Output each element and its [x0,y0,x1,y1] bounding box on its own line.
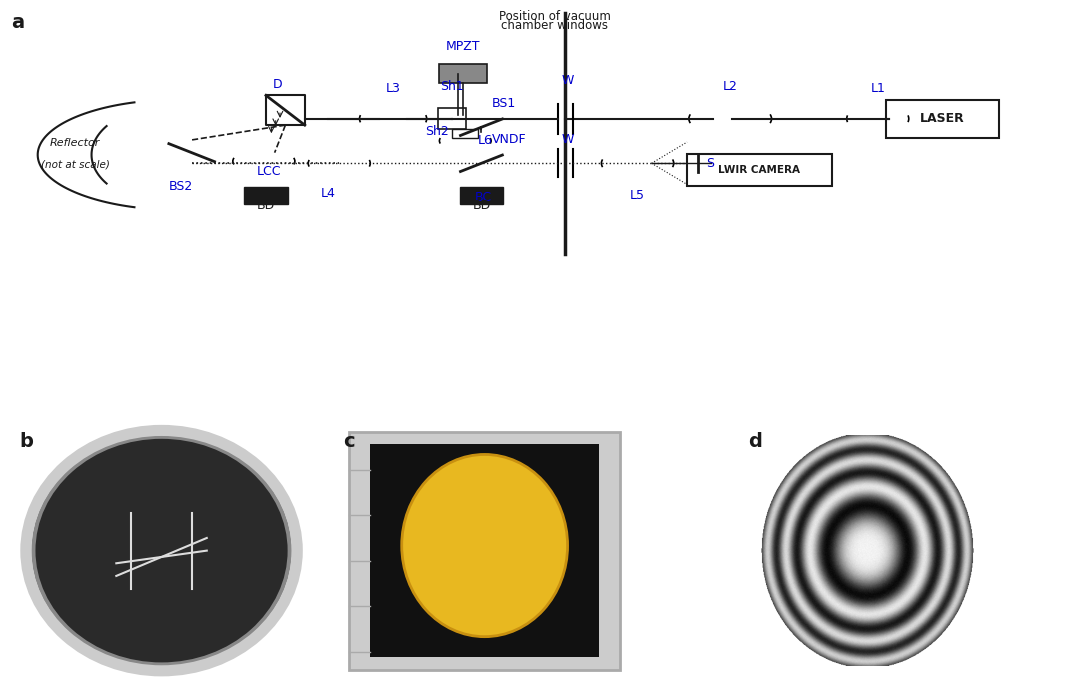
Text: LWIR CAMERA: LWIR CAMERA [718,165,800,174]
Text: D: D [274,78,282,91]
Text: b: b [19,432,33,451]
Bar [885,100,999,138]
Text: L3: L3 [386,82,401,96]
Text: chamber windows: chamber windows [501,18,609,32]
Bar [439,64,487,83]
Text: Reflector: Reflector [51,138,100,148]
Text: LASER: LASER [920,112,965,125]
Text: Sh1: Sh1 [440,80,464,93]
Bar [687,154,831,185]
Text: S: S [707,157,714,170]
Text: W: W [561,74,574,87]
Text: L4: L4 [321,187,336,200]
Text: a: a [11,13,24,31]
Text: L2: L2 [723,80,738,93]
Text: W: W [561,133,574,146]
Text: d: d [749,432,761,451]
Text: c: c [342,432,354,451]
Text: (not at scale): (not at scale) [41,159,110,169]
Text: VNDF: VNDF [492,133,527,146]
Text: BS2: BS2 [169,181,193,194]
Text: BD: BD [473,199,490,212]
Bar [452,129,478,138]
Ellipse shape [402,454,568,637]
Text: L6: L6 [478,134,493,147]
Text: BC: BC [475,191,492,204]
Text: BD: BD [257,199,275,212]
Text: Sh2: Sh2 [425,125,449,138]
Bar [244,187,288,204]
Text: L1: L1 [870,82,885,96]
Text: Position of vacuum: Position of vacuum [499,10,611,23]
Text: BS1: BS1 [492,97,517,110]
Ellipse shape [33,436,290,665]
Bar [460,187,503,204]
Bar [370,445,599,657]
Text: L5: L5 [630,189,645,202]
Text: MPZT: MPZT [446,40,480,53]
Bar [438,108,466,129]
Text: LCC: LCC [257,166,281,179]
